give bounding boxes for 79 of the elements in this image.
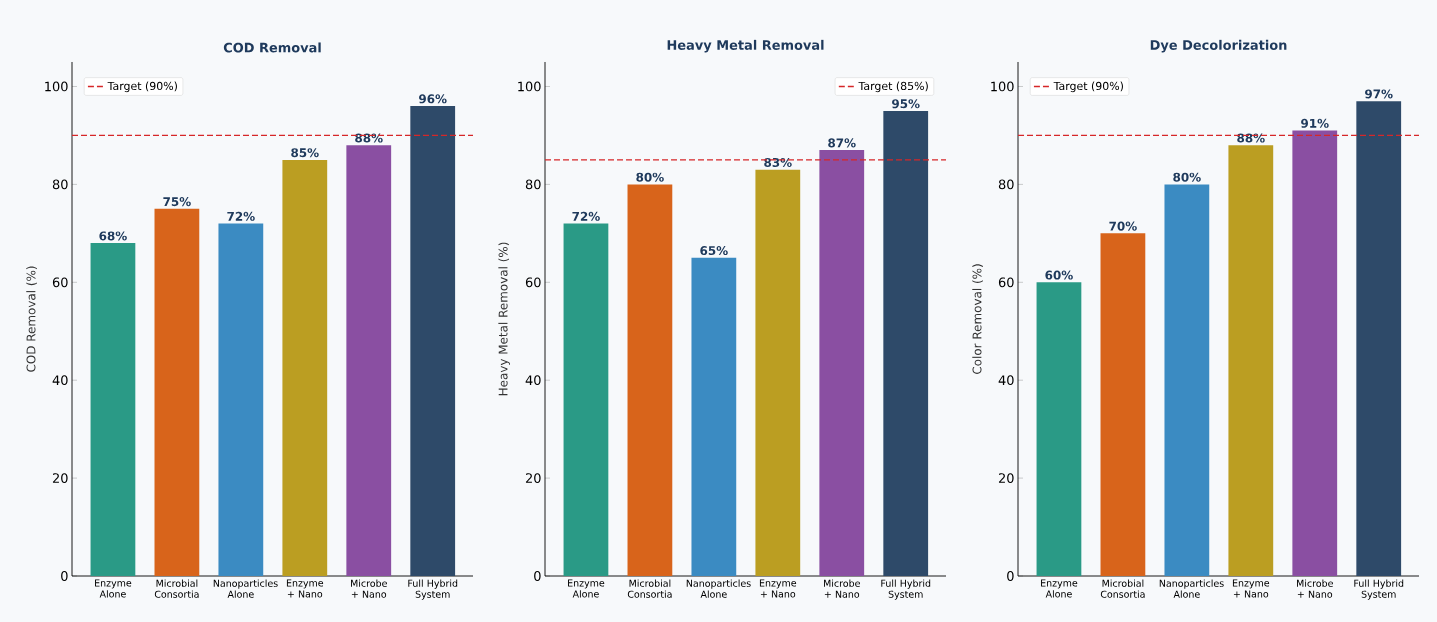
y-tick-label: 20 — [52, 473, 68, 483]
legend-label: Target (90%) — [107, 81, 177, 93]
x-tick-label: Enzyme + Nano — [759, 579, 797, 598]
bar — [218, 223, 264, 576]
bar — [346, 145, 392, 576]
chart-title: Dye Decolorization — [1150, 39, 1287, 53]
y-tick-label: 40 — [525, 375, 541, 386]
bar — [90, 243, 136, 576]
x-tick-label: Nanoparticles Alone — [213, 579, 278, 598]
data-label: 96% — [419, 94, 447, 104]
bar — [1164, 184, 1210, 576]
bar — [1356, 101, 1402, 576]
bar — [410, 106, 456, 576]
bar — [883, 110, 929, 576]
x-tick-label: Nanoparticles Alone — [1159, 579, 1224, 598]
x-tick-label: Microbial Consortia — [627, 579, 672, 598]
data-label: 97% — [1365, 89, 1393, 99]
bar — [755, 169, 801, 576]
y-tick-label: 80 — [525, 179, 541, 190]
bar — [627, 184, 673, 576]
bar — [154, 208, 200, 576]
data-label: 72% — [227, 211, 255, 221]
y-tick-label: 40 — [998, 375, 1014, 386]
bar — [1100, 233, 1146, 576]
bar — [1228, 145, 1274, 576]
legend-label: Target (90%) — [1053, 81, 1123, 93]
bar — [691, 257, 737, 576]
chart-title: Heavy Metal Removal — [667, 39, 824, 53]
data-label: 60% — [1045, 270, 1073, 280]
data-label: 80% — [1173, 172, 1201, 182]
data-label: 87% — [828, 138, 856, 148]
bar — [563, 223, 609, 576]
data-label: 70% — [1109, 221, 1137, 231]
data-label: 91% — [1301, 118, 1329, 128]
data-label: 85% — [291, 148, 319, 158]
y-tick-label: 100 — [518, 81, 541, 92]
y-tick-label: 40 — [52, 375, 68, 386]
x-tick-label: Full Hybrid System — [408, 579, 458, 600]
x-tick-label: Enzyme Alone — [1041, 579, 1078, 598]
chart-title: COD Removal — [223, 42, 321, 53]
legend-label: Target (85%) — [858, 81, 928, 93]
bar — [282, 159, 328, 576]
x-tick-label: Microbe + Nano — [824, 579, 860, 598]
x-tick-label: Enzyme Alone — [568, 579, 605, 598]
x-tick-label: Enzyme + Nano — [1232, 579, 1270, 598]
y-tick-label: 100 — [991, 81, 1014, 92]
data-label: 65% — [700, 246, 728, 256]
x-tick-label: Enzyme Alone — [95, 579, 132, 598]
y-tick-label: 80 — [52, 179, 68, 190]
data-label: 95% — [892, 99, 920, 109]
data-label: 83% — [764, 157, 792, 167]
data-label: 75% — [163, 197, 191, 207]
y-tick-label: 60 — [52, 277, 68, 288]
y-axis-title: Heavy Metal Removal (%) — [498, 242, 510, 396]
bar — [1292, 130, 1338, 576]
data-label: 80% — [636, 172, 664, 182]
y-tick-label: 100 — [45, 81, 68, 92]
y-tick-label: 80 — [998, 179, 1014, 190]
x-tick-label: Microbe + Nano — [351, 579, 387, 598]
bar — [1036, 282, 1082, 576]
y-tick-label: 20 — [525, 473, 541, 483]
x-tick-label: Microbial Consortia — [1100, 579, 1145, 598]
x-tick-label: Full Hybrid System — [881, 579, 931, 600]
x-tick-label: Nanoparticles Alone — [686, 579, 751, 598]
y-tick-label: 0 — [1007, 571, 1014, 581]
data-label: 72% — [572, 211, 600, 221]
y-tick-label: 20 — [998, 473, 1014, 483]
data-label: 68% — [99, 231, 127, 241]
x-tick-label: Microbe + Nano — [1297, 579, 1333, 598]
x-tick-label: Full Hybrid System — [1354, 579, 1404, 600]
y-tick-label: 60 — [998, 277, 1014, 288]
x-tick-label: Microbial Consortia — [154, 579, 199, 598]
y-tick-label: 0 — [61, 571, 68, 581]
y-tick-label: 60 — [525, 277, 541, 288]
y-axis-title: Color Removal (%) — [972, 264, 983, 374]
y-tick-label: 0 — [534, 571, 541, 581]
y-axis-title: COD Removal (%) — [26, 266, 37, 372]
x-tick-label: Enzyme + Nano — [286, 579, 324, 598]
bar — [819, 150, 865, 576]
